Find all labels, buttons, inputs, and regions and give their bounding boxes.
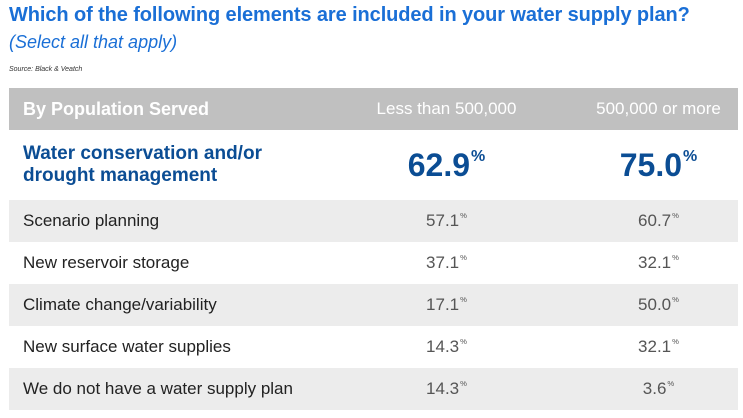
value-500k-or-more: 32.1%: [549, 253, 738, 273]
table-row: New reservoir storage 37.1% 32.1%: [9, 242, 738, 284]
value-less-than-500k: 37.1%: [329, 253, 549, 273]
percent-sign: %: [471, 148, 486, 166]
results-table: By Population Served Less than 500,000 5…: [9, 88, 738, 410]
table-row: We do not have a water supply plan 14.3% 3…: [9, 368, 738, 410]
row-label: New surface water supplies: [23, 337, 231, 356]
value-500k-or-more: 50.0%: [549, 295, 738, 315]
percent-sign: %: [672, 295, 679, 305]
percent-sign: %: [460, 337, 467, 347]
value-number: 32.1: [638, 337, 672, 356]
value-number: 37.1: [426, 253, 460, 272]
percent-sign: %: [460, 379, 467, 389]
value-number: 60.7: [638, 211, 672, 230]
table-header-row: By Population Served Less than 500,000 5…: [9, 88, 738, 130]
value-number: 17.1: [426, 295, 460, 314]
percent-sign: %: [460, 295, 467, 305]
value-number: 50.0: [638, 295, 672, 314]
value-500k-or-more: 3.6%: [549, 379, 738, 399]
percent-sign: %: [683, 148, 698, 166]
header-less-than-500k: Less than 500,000: [376, 99, 517, 118]
highlight-row: Water conservation and/or drought manage…: [9, 130, 738, 200]
percent-sign: %: [667, 379, 675, 389]
value-less-than-500k: 57.1%: [329, 211, 549, 231]
row-label: Scenario planning: [23, 211, 160, 230]
value-number: 75.0: [619, 146, 683, 183]
table-row: Climate change/variability 17.1% 50.0%: [9, 284, 738, 326]
highlight-label: Water conservation and/or drought manage…: [9, 143, 329, 187]
value-number: 32.1: [638, 253, 672, 272]
chart-subtitle: (Select all that apply): [9, 32, 178, 52]
highlight-value-large: 75.0%: [549, 147, 738, 184]
value-number: 57.1: [426, 211, 460, 230]
table-row: New surface water supplies 14.3% 32.1%: [9, 326, 738, 368]
percent-sign: %: [672, 211, 679, 221]
percent-sign: %: [460, 211, 467, 221]
value-number: 3.6: [642, 379, 667, 398]
value-number: 14.3: [426, 337, 460, 356]
value-number: 14.3: [426, 379, 460, 398]
row-label: New reservoir storage: [23, 253, 190, 272]
table-row: Scenario planning 57.1% 60.7%: [9, 200, 738, 242]
value-less-than-500k: 17.1%: [329, 295, 549, 315]
percent-sign: %: [460, 253, 467, 263]
value-500k-or-more: 32.1%: [549, 337, 738, 357]
highlight-label-line2: drought management: [23, 165, 218, 186]
highlight-label-line1: Water conservation and/or: [23, 143, 262, 164]
source-note: Source: Black & Veatch: [9, 66, 83, 73]
value-500k-or-more: 60.7%: [549, 211, 738, 231]
header-population: By Population Served: [23, 98, 210, 119]
percent-sign: %: [672, 337, 679, 347]
row-label: Climate change/variability: [23, 295, 217, 314]
header-500k-or-more: 500,000 or more: [596, 99, 721, 118]
row-label: We do not have a water supply plan: [23, 379, 293, 398]
value-less-than-500k: 14.3%: [329, 379, 549, 399]
value-less-than-500k: 14.3%: [329, 337, 549, 357]
percent-sign: %: [672, 253, 679, 263]
chart-title: Which of the following elements are incl…: [9, 4, 690, 26]
value-number: 62.9: [407, 146, 471, 183]
highlight-value-small: 62.9%: [329, 147, 549, 184]
